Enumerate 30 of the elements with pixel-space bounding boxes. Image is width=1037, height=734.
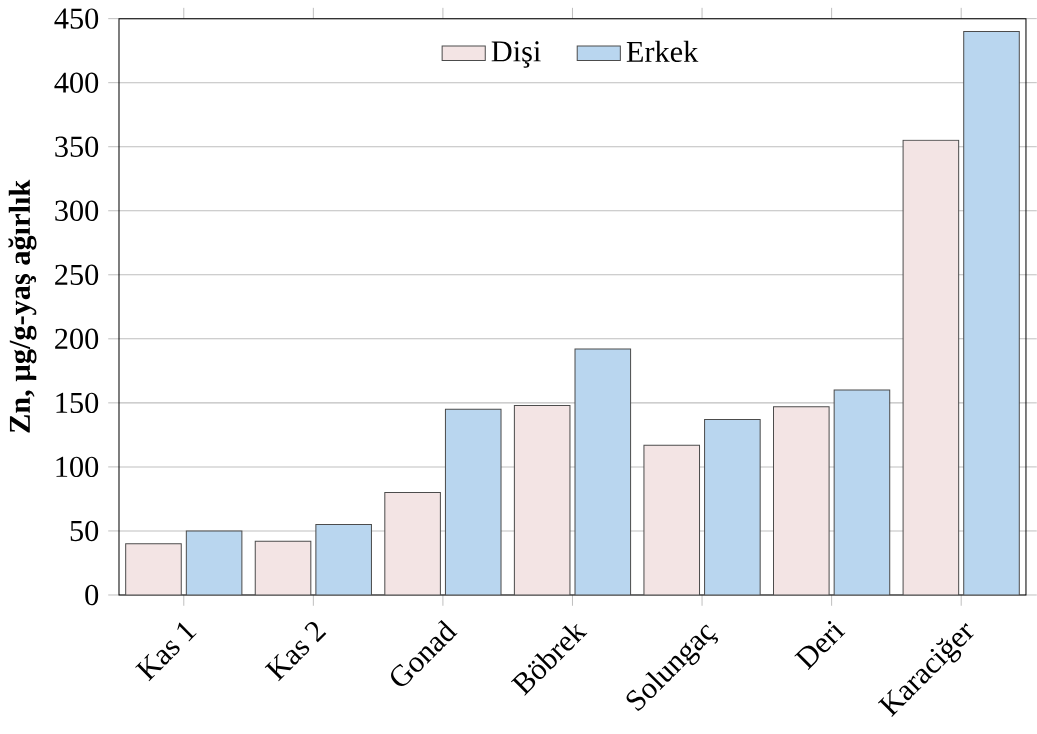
y-tick-label: 450 xyxy=(54,8,99,29)
legend-label: Erkek xyxy=(626,40,699,63)
bar xyxy=(833,389,891,595)
bar xyxy=(315,524,372,595)
bar xyxy=(444,408,502,595)
bar xyxy=(963,30,1020,595)
bar xyxy=(185,530,243,595)
y-axis-title: Zn, µg/g-yaş ağırlık xyxy=(8,179,37,433)
y-tick-label: 200 xyxy=(55,328,99,350)
bar xyxy=(574,348,632,595)
y-tick-label: 350 xyxy=(55,136,99,157)
y-tick-label: 250 xyxy=(55,264,99,285)
x-tick-label: Kas 1 xyxy=(135,622,197,682)
bar xyxy=(125,543,182,595)
y-tick-label: 300 xyxy=(55,200,99,221)
y-tick-label: 0 xyxy=(85,584,99,606)
bar xyxy=(254,540,312,595)
y-tick-label: 400 xyxy=(54,72,99,93)
bar xyxy=(704,419,761,595)
legend-label: Dişi xyxy=(491,41,541,68)
y-tick-label: 50 xyxy=(70,520,99,542)
bar xyxy=(384,492,441,595)
bar xyxy=(513,404,571,595)
y-tick-label: 100 xyxy=(56,456,99,478)
bar xyxy=(643,444,701,595)
bar xyxy=(773,406,830,595)
bar xyxy=(902,139,960,595)
x-tick-label: Deri xyxy=(794,621,846,671)
y-tick-label: 150 xyxy=(56,392,99,414)
x-tick-label: Kas 2 xyxy=(264,621,327,682)
